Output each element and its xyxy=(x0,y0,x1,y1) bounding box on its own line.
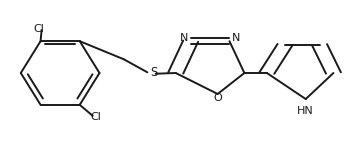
Text: HN: HN xyxy=(297,106,314,116)
Text: Cl: Cl xyxy=(33,24,44,34)
Text: N: N xyxy=(231,33,240,43)
Text: S: S xyxy=(151,66,158,80)
Text: Cl: Cl xyxy=(90,112,101,122)
Text: N: N xyxy=(180,33,189,43)
Text: O: O xyxy=(213,93,222,103)
